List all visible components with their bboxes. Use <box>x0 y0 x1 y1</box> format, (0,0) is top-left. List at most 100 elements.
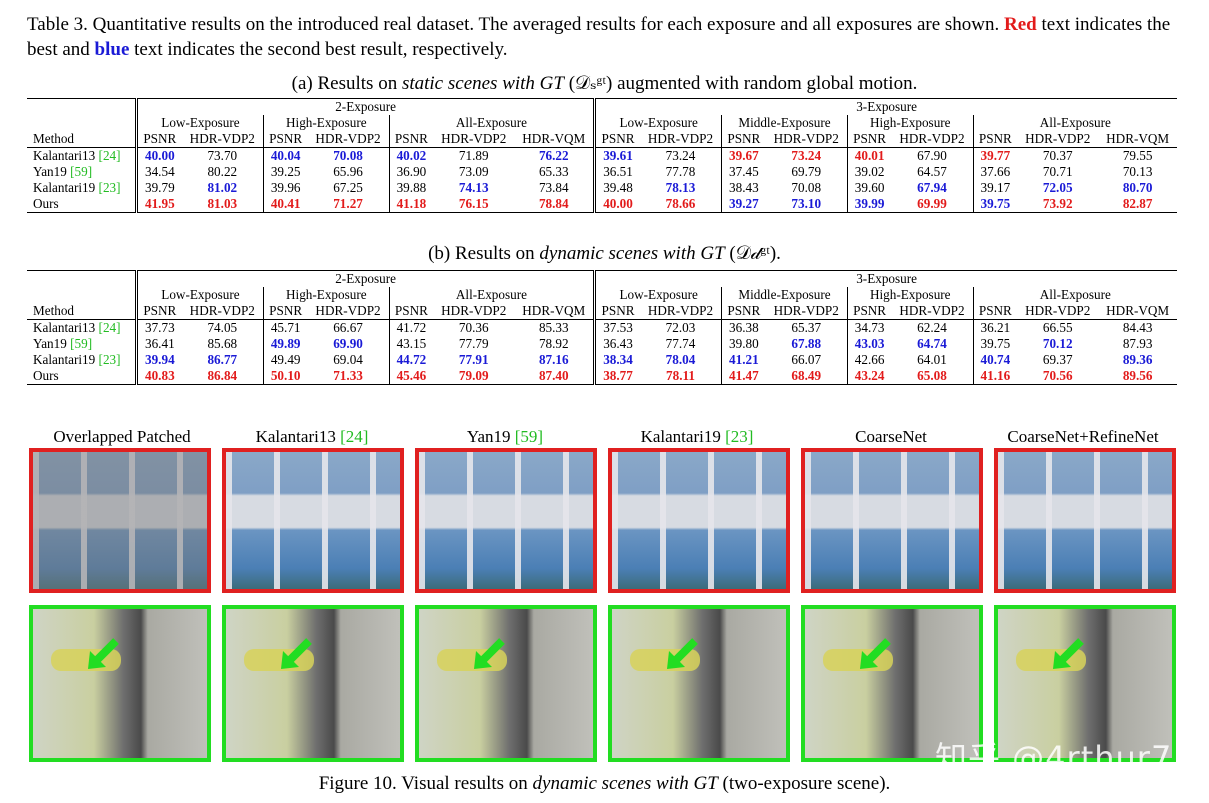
figure-caption: Figure 10. Visual results on dynamic sce… <box>318 773 891 794</box>
value: 40.74 <box>980 352 1011 367</box>
value-cell: 65.08 <box>891 368 974 385</box>
value-cell: 73.92 <box>1017 196 1099 213</box>
citation: [59] <box>70 336 93 351</box>
value-cell: 68.49 <box>765 368 848 385</box>
value: 41.21 <box>729 352 759 367</box>
exposure-header: All-Exposure <box>972 115 1177 131</box>
value-cell: 39.75 <box>972 196 1018 213</box>
watermark: 知乎 @4rthur7 <box>935 739 1173 777</box>
exposure-header: All-Exposure <box>388 115 595 131</box>
value: 36.21 <box>980 320 1011 335</box>
value: 70.36 <box>458 320 489 335</box>
value-cell: 86.84 <box>181 368 264 385</box>
figure-label: Kalantari13 [24] <box>255 427 369 446</box>
value-cell: 38.77 <box>593 368 640 385</box>
metric-header: HDR-VDP2 <box>1017 131 1099 148</box>
value: 73.24 <box>791 148 822 163</box>
exposure-header: Low-Exposure <box>135 115 264 131</box>
value-cell: 67.94 <box>891 180 973 196</box>
value: 82.87 <box>1122 196 1153 211</box>
value-cell: 76.22 <box>514 148 594 165</box>
value-cell: 80.22 <box>182 164 264 180</box>
value-cell: 39.27 <box>721 196 766 213</box>
value: 39.02 <box>854 164 885 179</box>
value: 34.54 <box>144 164 175 179</box>
value-cell: 65.96 <box>307 164 389 180</box>
method-name: Yan19 [59] <box>33 164 93 179</box>
citation: [59] <box>514 427 544 446</box>
value: 41.18 <box>396 196 427 211</box>
metric-header: PSNR <box>846 131 892 148</box>
value-cell: 39.67 <box>721 147 766 164</box>
value: 41.16 <box>980 368 1011 383</box>
value: 86.84 <box>207 368 238 383</box>
result-crop-plant <box>801 605 983 762</box>
value: 70.13 <box>1122 164 1153 179</box>
value-cell: 72.05 <box>1017 180 1098 196</box>
value-cell: 49.89 <box>262 336 308 352</box>
value: 40.00 <box>603 196 633 211</box>
value: 77.79 <box>458 336 489 351</box>
value-cell: 43.24 <box>846 368 892 385</box>
value-cell: 70.08 <box>307 148 389 165</box>
value: 65.08 <box>917 368 947 383</box>
value: 71.89 <box>458 148 489 163</box>
value-cell: 70.37 <box>1017 148 1098 165</box>
citation: [23] <box>725 427 754 446</box>
value: 45.71 <box>270 320 301 335</box>
value-cell: 42.66 <box>846 352 892 368</box>
value: 76.15 <box>458 196 489 211</box>
value: 77.91 <box>458 352 489 367</box>
value-cell: 78.04 <box>640 352 722 368</box>
table-b-title: (b) Results on dynamic scenes with GT (𝒟… <box>428 243 781 264</box>
header-row: Low-Exposure High-Exposure All-Exposure Low… <box>27 287 1177 303</box>
table-row: Ours 41.95 81.03 40.41 71.27 41.18 76.15 78.84 4… <box>27 196 1177 213</box>
value: 39.25 <box>270 164 301 179</box>
value-cell: 69.90 <box>307 336 389 352</box>
value-cell: 89.56 <box>1098 368 1177 385</box>
value-cell: 71.33 <box>307 368 390 385</box>
value-cell: 34.73 <box>846 319 892 336</box>
value: 78.11 <box>666 368 695 383</box>
value-cell: 81.02 <box>182 180 264 196</box>
value-cell: 69.79 <box>766 164 848 180</box>
value-cell: 70.08 <box>766 180 848 196</box>
value-cell: 70.13 <box>1098 164 1177 180</box>
figure-label: Yan19 [59] <box>466 427 544 446</box>
value-cell: 40.04 <box>262 147 308 164</box>
value-cell: 36.90 <box>388 164 434 180</box>
value-cell: 39.80 <box>721 336 766 352</box>
value: 79.55 <box>1122 148 1153 163</box>
metric-header: PSNR <box>972 131 1018 148</box>
value: 67.88 <box>791 336 822 351</box>
value-cell: 66.07 <box>766 352 848 368</box>
value-cell: 67.90 <box>891 148 973 165</box>
value-cell: 41.47 <box>721 368 766 385</box>
value-cell: 73.70 <box>182 148 264 165</box>
value: 67.94 <box>917 180 947 195</box>
value: 36.38 <box>729 320 759 335</box>
value-cell: 87.40 <box>514 368 595 385</box>
value-cell: 65.33 <box>514 164 594 180</box>
value: 36.90 <box>396 164 427 179</box>
value: 77.74 <box>665 336 696 351</box>
metric-header: HDR-VQM <box>1098 303 1177 320</box>
value-cell: 41.72 <box>388 319 434 336</box>
value: 70.08 <box>333 148 363 163</box>
group-header: 2-Exposure <box>134 98 595 115</box>
result-crop-building <box>222 448 404 593</box>
value-cell: 71.27 <box>307 196 390 213</box>
value-cell: 66.55 <box>1017 320 1098 337</box>
value-cell: 77.74 <box>640 336 722 352</box>
table-row: Yan19 [59] 36.41 85.68 49.89 69.90 43.15 77.79… <box>27 336 1177 352</box>
value-cell: 36.41 <box>134 336 182 352</box>
value: 41.47 <box>729 368 759 383</box>
table-b: 2-Exposure 3-Exposure Low-Exposure High-Exp… <box>27 270 1177 385</box>
metric-header: PSNR <box>388 131 434 148</box>
value-cell: 86.77 <box>182 352 264 368</box>
metric-header: PSNR <box>972 303 1018 320</box>
value: 65.37 <box>791 320 822 335</box>
value-cell: 39.48 <box>593 180 640 196</box>
metric-header: HDR-VDP2 <box>181 131 264 148</box>
table-row: Kalantari13 [24] 40.00 73.70 40.04 70.08 40.0… <box>27 147 1177 165</box>
